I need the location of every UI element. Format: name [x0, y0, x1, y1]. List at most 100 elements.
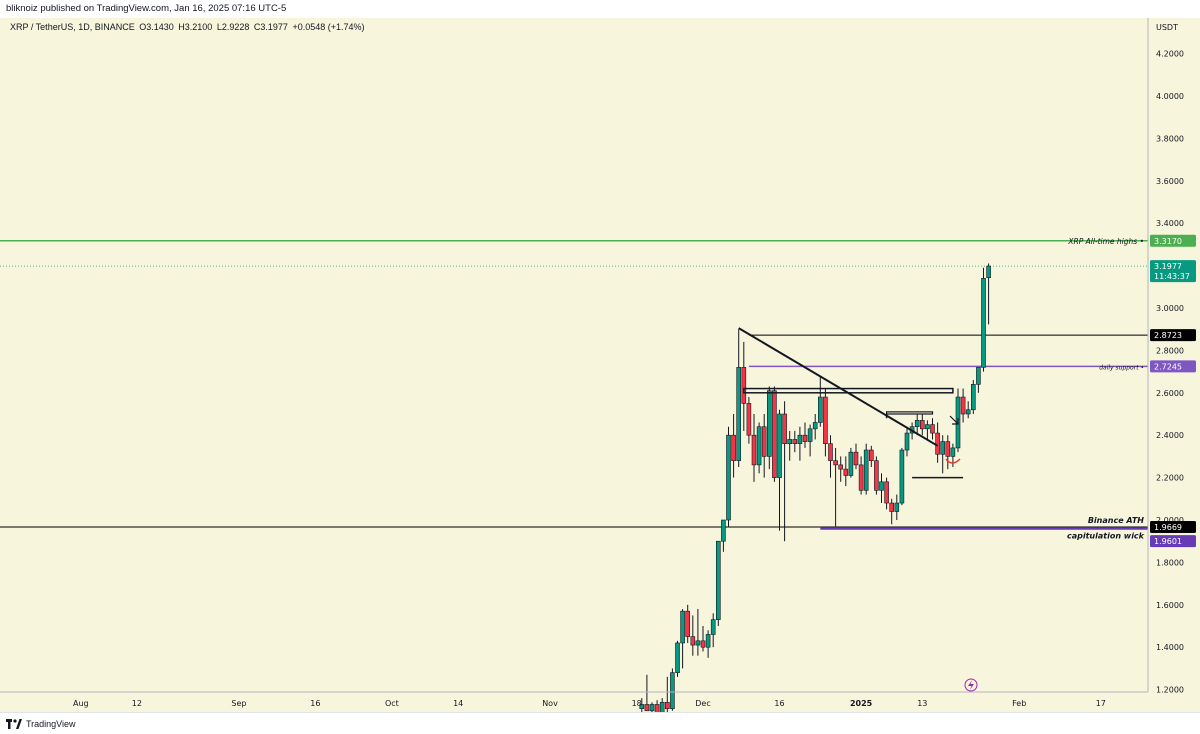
candle-body — [664, 702, 670, 709]
candle — [705, 630, 711, 658]
daily-support-annotation: daily support • — [1099, 364, 1144, 371]
candle — [828, 435, 833, 478]
candle-body — [685, 610, 691, 637]
candle — [940, 435, 946, 474]
candle — [639, 698, 645, 712]
symbol-legend: XRP / TetherUS, 1D, BINANCE O3.1430 H3.2… — [10, 22, 367, 32]
axes: USDT4.60004.40004.20004.00003.80003.6000… — [0, 18, 1200, 712]
chart-area[interactable]: USDT4.60004.40004.20004.00003.80003.6000… — [0, 18, 1200, 712]
drawings — [738, 327, 978, 692]
x-tick-label: 12 — [132, 699, 142, 708]
candle-body — [675, 642, 680, 673]
x-tick-label: 17 — [1096, 699, 1106, 708]
candle-body — [690, 636, 696, 646]
ath-annotation: XRP All-time highs • — [1067, 237, 1144, 246]
candle — [894, 494, 900, 520]
candle-body — [726, 434, 731, 521]
daily-support-tag-value: 2.7245 — [1154, 362, 1182, 371]
candle-body — [843, 468, 849, 476]
candle-body — [976, 367, 981, 385]
candle — [772, 386, 777, 482]
candle — [736, 329, 742, 467]
legend-open: O3.1430 — [139, 22, 174, 32]
legend-low: L2.9228 — [216, 22, 250, 32]
candle-body — [868, 449, 874, 461]
candle-body — [935, 432, 940, 455]
candle-body — [848, 451, 854, 476]
y-tick-label: 2.0000 — [1156, 516, 1184, 525]
candle — [838, 456, 844, 482]
capitulation-tag — [1150, 535, 1196, 548]
retest-arrow-icon — [949, 415, 959, 425]
candle-body — [986, 265, 991, 278]
candle-body — [695, 640, 701, 646]
ath-tag-value: 3.3170 — [1154, 237, 1182, 246]
candle-body — [965, 409, 971, 415]
resistance-tag-value: 2.8723 — [1154, 331, 1182, 340]
candle — [817, 375, 823, 427]
x-tick-label: Sep — [231, 699, 246, 708]
x-tick-label: 14 — [453, 699, 463, 708]
retest-arc — [945, 458, 961, 464]
y-tick-label: 1.8000 — [1156, 558, 1184, 567]
tradingview-logo[interactable]: TradingView — [6, 717, 76, 731]
x-tick-label: Aug — [73, 699, 89, 708]
candle-body — [981, 278, 986, 368]
candle-body — [782, 413, 787, 444]
candle-body — [940, 441, 946, 455]
candle-body — [930, 424, 935, 434]
publish-info: bliknoiz published on TradingView.com, J… — [0, 0, 1200, 18]
candle — [726, 426, 731, 527]
candle — [986, 263, 991, 325]
candle-body — [879, 481, 884, 491]
candle-body — [812, 422, 818, 430]
legend-change: +0.0548 (+1.74%) — [292, 22, 365, 32]
candle — [777, 409, 782, 531]
candle — [919, 414, 925, 436]
y-tick-label: 4.0000 — [1156, 92, 1184, 101]
y-tick-label: 4.2000 — [1156, 50, 1184, 59]
binance-ath-tag — [1150, 521, 1196, 534]
candle — [833, 447, 838, 527]
legend-close: C3.1977 — [253, 22, 288, 32]
candle-body — [858, 464, 864, 491]
candle-body — [797, 434, 803, 444]
x-tick-label: 18 — [632, 699, 642, 708]
candle-body — [823, 396, 828, 444]
candle — [649, 702, 655, 712]
y-tick-label: 1.6000 — [1156, 601, 1184, 610]
lightning-icon — [968, 680, 974, 690]
y-tick-label: 2.4000 — [1156, 431, 1184, 440]
candle — [751, 414, 757, 482]
candle — [889, 498, 895, 525]
candle-body — [970, 384, 976, 411]
candle — [664, 676, 670, 712]
candle — [746, 397, 752, 444]
tradingview-brand: TradingView — [26, 719, 76, 729]
y-tick-label: 2.6000 — [1156, 389, 1184, 398]
candle — [976, 367, 981, 393]
y-tick-label: 3.8000 — [1156, 134, 1184, 143]
candle-body — [950, 447, 956, 457]
candle — [670, 668, 675, 711]
candle — [700, 626, 706, 652]
candle — [904, 426, 910, 457]
candle — [792, 430, 798, 453]
candle-body — [889, 502, 895, 512]
candle-body — [919, 420, 925, 430]
candle — [823, 388, 828, 457]
y-tick-label: 2.8000 — [1156, 346, 1184, 355]
candle-body — [894, 502, 900, 512]
candle-body — [736, 367, 742, 461]
candle — [695, 609, 701, 656]
candle — [807, 424, 813, 457]
candle-body — [884, 481, 889, 504]
y-tick-label: 3.6000 — [1156, 177, 1184, 186]
candle — [812, 414, 818, 440]
candle-body — [802, 434, 808, 442]
candle-body — [904, 432, 910, 451]
candle-body — [863, 449, 869, 491]
candle-body — [925, 424, 930, 430]
y-tick-label: 3.0000 — [1156, 304, 1184, 313]
price-chart[interactable]: USDT4.60004.40004.20004.00003.80003.6000… — [0, 18, 1200, 712]
